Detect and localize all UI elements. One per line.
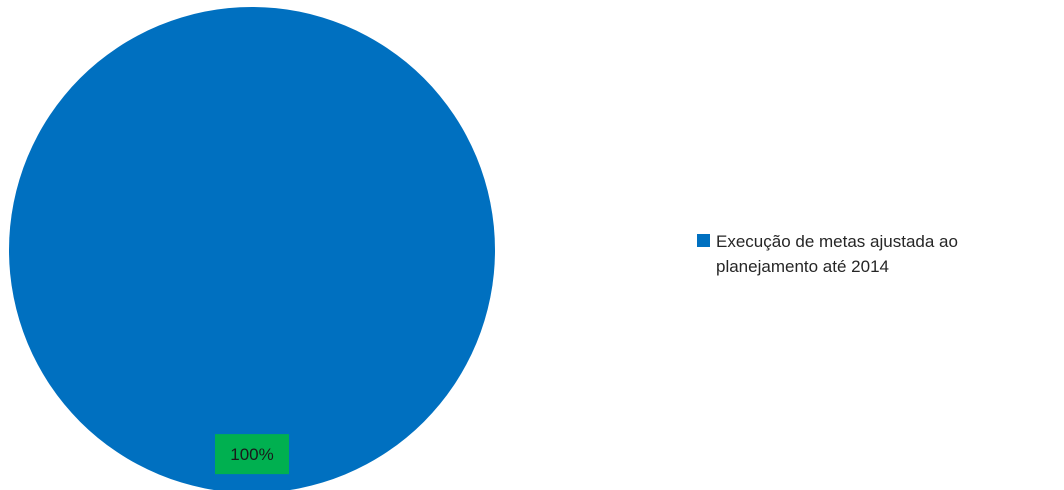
data-label: 100%	[230, 445, 273, 464]
legend: Execução de metas ajustada ao planejamen…	[697, 229, 1057, 279]
pie-slices	[9, 7, 495, 490]
data-label-background	[215, 434, 289, 475]
legend-label: Execução de metas ajustada ao planejamen…	[716, 232, 958, 276]
legend-swatch	[697, 234, 710, 247]
pie-slice	[9, 7, 495, 490]
pie-data-labels: 100%	[215, 434, 289, 475]
